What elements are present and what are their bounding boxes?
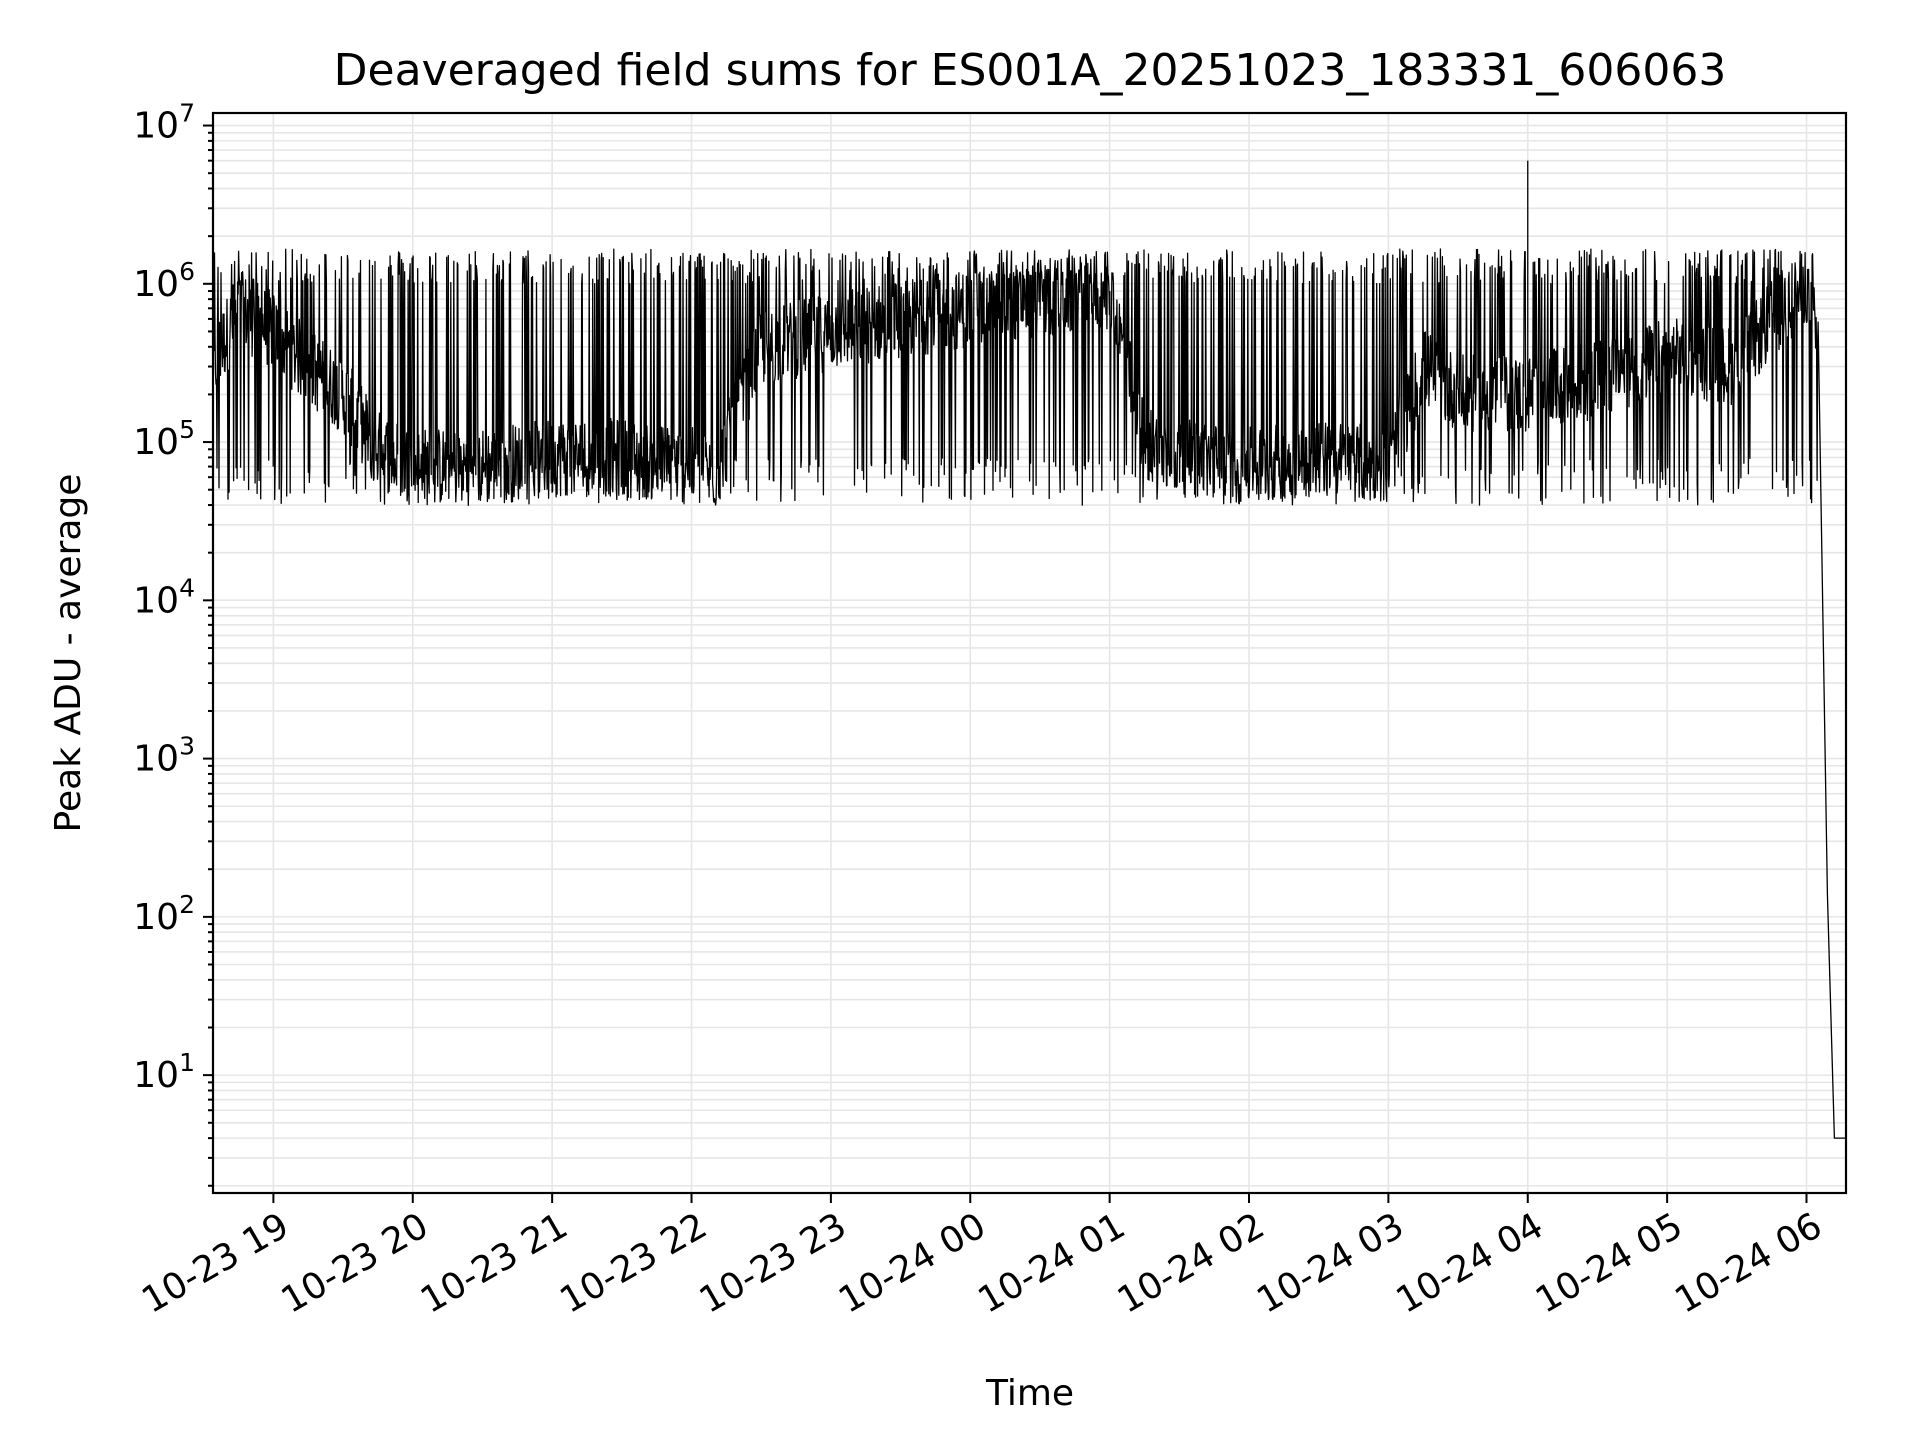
- y-tick-label: 102: [133, 890, 195, 938]
- grid: [213, 113, 1846, 1193]
- x-axis-label: Time: [985, 1373, 1074, 1414]
- y-tick-label: 101: [133, 1048, 195, 1096]
- x-tick-label: 10-23 20: [275, 1205, 436, 1321]
- x-tick-label: 10-24 02: [1111, 1205, 1272, 1321]
- x-tick-label: 10-24 03: [1250, 1205, 1411, 1321]
- series-line: [212, 248, 1846, 1139]
- y-axis-label: Peak ADU - average: [48, 474, 89, 833]
- x-tick-label: 10-24 06: [1668, 1205, 1829, 1321]
- x-tick-label: 10-24 04: [1390, 1205, 1551, 1321]
- y-tick-label: 107: [133, 99, 195, 147]
- series-layer: [212, 160, 1846, 1139]
- y-tick-label: 106: [133, 257, 195, 305]
- x-tick-label: 10-23 19: [135, 1205, 296, 1321]
- x-tick-label: 10-24 00: [832, 1205, 993, 1321]
- y-tick-label: 105: [133, 415, 195, 463]
- x-tick-label: 10-23 22: [553, 1205, 714, 1321]
- y-tick-label: 103: [133, 732, 195, 780]
- chart-title: Deaveraged field sums for ES001A_2025102…: [334, 45, 1727, 96]
- x-tick-label: 10-24 01: [971, 1205, 1132, 1321]
- x-tick-label: 10-24 05: [1529, 1205, 1690, 1321]
- x-tick-label: 10-23 23: [693, 1205, 854, 1321]
- plot-area-frame: [211, 111, 1848, 1195]
- x-tick-label: 10-23 21: [414, 1205, 575, 1321]
- y-axis: 101 102 103 104 105 106 107: [133, 99, 213, 1187]
- y-tick-label: 104: [133, 573, 195, 621]
